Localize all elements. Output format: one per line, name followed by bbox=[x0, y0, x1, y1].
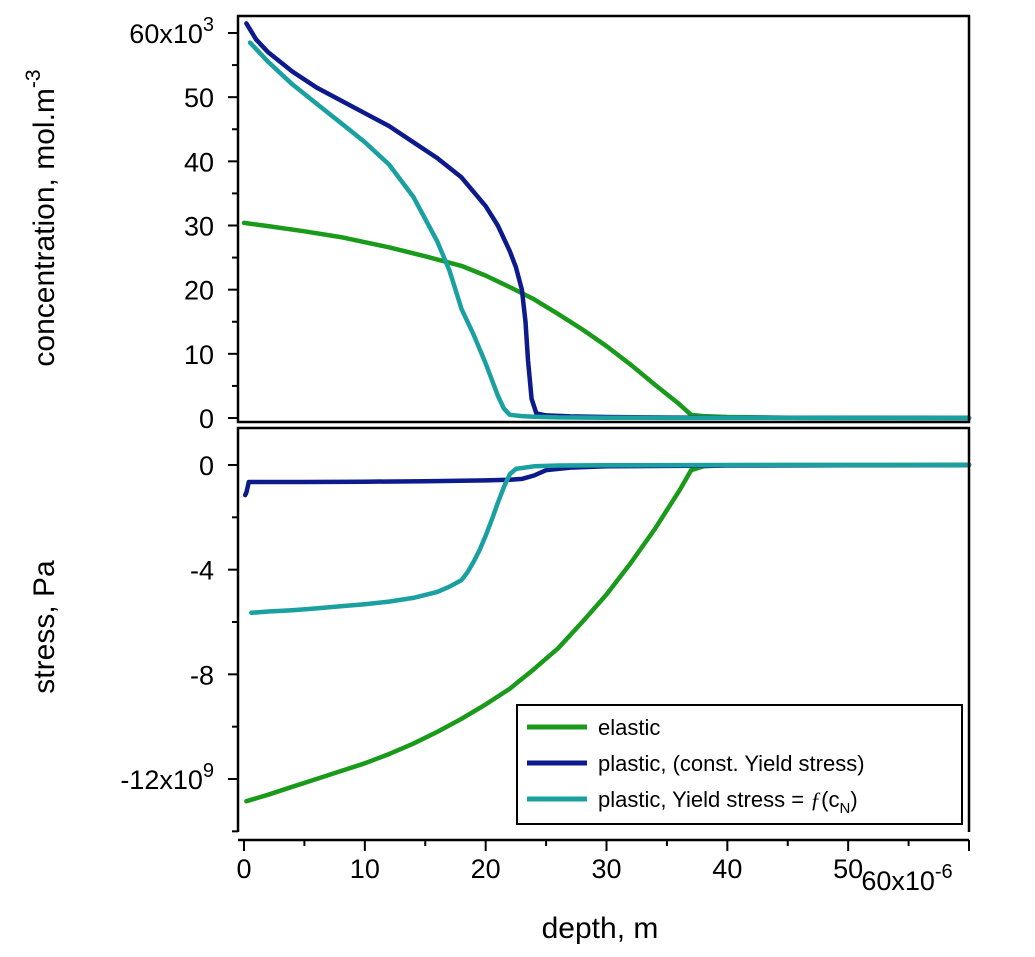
legend-box bbox=[516, 704, 963, 825]
stress-line-plastic-yield-function bbox=[249, 462, 972, 616]
concentration-y-axis-title: concentration, mol.m-3 bbox=[22, 69, 61, 366]
concentration-y-axis: 0 10 20 30 40 50 60x103 bbox=[129, 14, 238, 434]
stress-plot-frame bbox=[236, 426, 971, 832]
concentration-y-axis-title-superscript: -3 bbox=[22, 69, 45, 88]
stress-y-tick-exponent: 9 bbox=[203, 760, 214, 782]
stress-line-plastic-const-yield bbox=[242, 462, 972, 498]
depth-x-tick-exponent: -6 bbox=[935, 861, 953, 883]
stress-series bbox=[242, 462, 972, 804]
concentration-plot-frame bbox=[236, 14, 971, 424]
depth-x-tick-label: 0 bbox=[236, 854, 251, 884]
concentration-line-plastic-const-yield bbox=[244, 21, 972, 421]
stress-y-axis-title: stress, Pa bbox=[28, 560, 61, 694]
legend-label-paren-open: (c bbox=[821, 787, 839, 812]
concentration-y-tick-label: 20 bbox=[184, 276, 214, 306]
concentration-y-axis-title-main: concentration, mol.m bbox=[28, 88, 61, 366]
stress-y-tick-label: -8 bbox=[190, 660, 214, 690]
concentration-y-tick-label: 10 bbox=[184, 340, 214, 370]
legend: elastic plastic, (const. Yield stress) p… bbox=[516, 704, 963, 825]
concentration-y-tick-label: 30 bbox=[184, 212, 214, 242]
stress-panel: -12x109 -8 -4 0 stress, Pa 0 10 20 30 40 5060x10… bbox=[28, 426, 972, 945]
legend-label-elastic: elastic bbox=[598, 715, 660, 740]
legend-label-paren-close: ) bbox=[850, 787, 857, 812]
legend-label-subscript: N bbox=[839, 800, 850, 817]
stress-y-tick-label: -4 bbox=[190, 556, 214, 586]
depth-x-axis-title: depth, m bbox=[542, 912, 659, 945]
concentration-y-tick-label: 0 bbox=[199, 404, 214, 434]
legend-label-prefix: plastic, Yield stress = bbox=[598, 787, 810, 812]
depth-x-tick-label: 40 bbox=[712, 854, 742, 884]
concentration-line-elastic bbox=[241, 220, 972, 421]
depth-x-tick-label: 10 bbox=[350, 854, 380, 884]
concentration-y-tick-label: 40 bbox=[184, 147, 214, 177]
depth-x-tick-label: 20 bbox=[471, 854, 501, 884]
concentration-y-tick-exponent: 3 bbox=[203, 14, 214, 36]
concentration-y-tick-label: 50 bbox=[184, 83, 214, 113]
depth-x-tick-label: 30 bbox=[591, 854, 621, 884]
concentration-series bbox=[241, 21, 972, 421]
concentration-y-tick-label: 60x103 bbox=[129, 14, 214, 49]
concentration-line-plastic-yield-function bbox=[247, 40, 972, 421]
stress-y-axis: -12x109 -8 -4 0 bbox=[120, 451, 238, 833]
legend-label-plastic-yield-function: plastic, Yield stress = ƒ(cN) bbox=[598, 787, 858, 817]
stress-y-tick-label: -12x109 bbox=[120, 760, 214, 795]
depth-x-tick-label: 50 bbox=[833, 854, 863, 884]
depth-x-tick-label: 60x10-6 bbox=[861, 861, 952, 896]
concentration-panel: 0 10 20 30 40 50 60x103 concentration, mol.m-3 bbox=[22, 14, 972, 434]
legend-label-plastic-const-yield: plastic, (const. Yield stress) bbox=[598, 751, 865, 776]
legend-label-function-symbol: ƒ bbox=[810, 787, 821, 812]
stress-y-tick-label: 0 bbox=[199, 451, 214, 481]
